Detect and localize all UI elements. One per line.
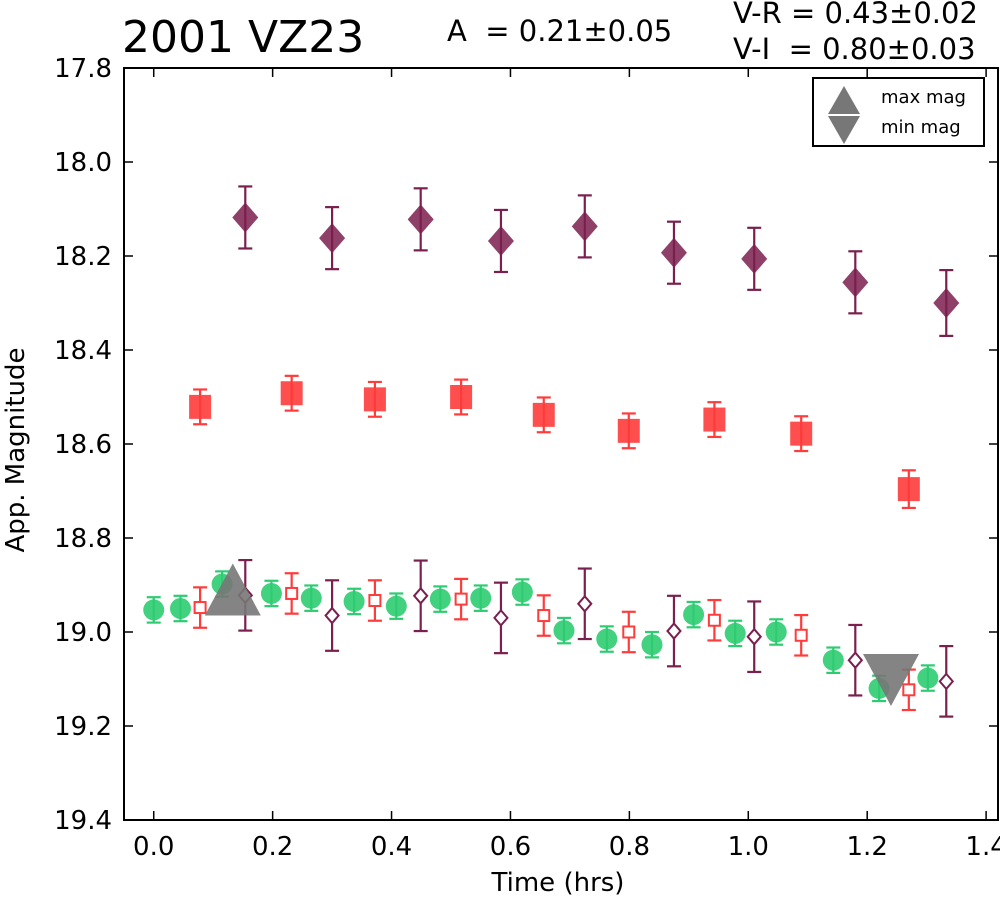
legend-label-max: max mag (881, 87, 966, 108)
data-point (794, 628, 808, 642)
data-point (454, 592, 468, 606)
color-index-vi: V-I = 0.80±0.03 (733, 32, 976, 66)
data-point (741, 243, 768, 274)
data-point (143, 599, 165, 621)
data-point (280, 381, 303, 406)
data-point (470, 587, 492, 609)
data-point (429, 588, 451, 610)
triangle-down-icon (828, 116, 860, 144)
color-index-vr: V-R = 0.43±0.02 (733, 0, 978, 30)
x-tick-label: 1.4 (965, 832, 1000, 862)
data-point (596, 628, 618, 650)
data-point (493, 608, 509, 627)
data-point (385, 595, 407, 617)
y-tick-label: 19.0 (54, 618, 112, 648)
data-point (319, 223, 346, 254)
data-point (683, 604, 705, 626)
data-point (324, 606, 340, 625)
data-point (902, 683, 916, 697)
data-point (571, 211, 598, 242)
x-tick-label: 0.8 (609, 832, 650, 862)
data-point (660, 237, 687, 268)
x-axis-label: Time (hrs) (491, 868, 625, 898)
plot-frame (123, 67, 999, 821)
data-point (363, 387, 386, 412)
legend: max mag min mag (812, 77, 985, 147)
data-point (368, 594, 382, 608)
data-point (169, 598, 191, 619)
data-point (193, 601, 207, 615)
data-point (765, 621, 787, 643)
data-point (412, 586, 429, 605)
data-point (822, 649, 844, 671)
max-mag-marker (204, 563, 261, 616)
x-tick-label: 1.0 (728, 832, 769, 862)
y-axis-label: App. Magnitude (1, 347, 31, 553)
data-point (622, 625, 636, 639)
data-point (343, 590, 365, 612)
x-tick-label: 0.6 (490, 832, 531, 862)
legend-entry-max: max mag (814, 83, 983, 114)
y-tick-label: 18.8 (54, 524, 112, 554)
data-point (532, 402, 555, 427)
x-tick-label: 0.2 (252, 832, 293, 862)
y-tick-label: 19.4 (54, 806, 112, 836)
data-point (260, 582, 282, 604)
data-point (933, 288, 960, 318)
y-tick-label: 18.6 (54, 430, 112, 460)
data-point (724, 622, 746, 644)
data-point (641, 634, 663, 656)
y-tick-label: 18.0 (54, 148, 112, 178)
x-tick-label: 0.4 (371, 832, 412, 862)
data-point (576, 594, 593, 613)
data-point (407, 204, 434, 235)
x-tick-label: 0.0 (133, 832, 174, 862)
y-tick-label: 18.4 (54, 336, 112, 366)
triangle-up-icon (828, 86, 860, 114)
data-point (189, 394, 212, 419)
data-point (511, 581, 533, 603)
data-point (285, 586, 299, 600)
y-tick-label: 18.2 (54, 242, 112, 272)
y-tick-label: 19.2 (54, 712, 112, 742)
data-point (487, 225, 514, 256)
data-point (232, 202, 259, 233)
data-point (917, 667, 939, 689)
data-point (666, 622, 682, 641)
data-point (450, 385, 473, 409)
data-point (703, 407, 726, 432)
data-point (746, 627, 763, 646)
min-mag-marker (862, 654, 919, 706)
y-tick-label: 17.8 (54, 54, 112, 84)
data-point (300, 587, 322, 609)
data-point (938, 672, 955, 691)
data-point (707, 613, 721, 627)
data-point (842, 267, 869, 298)
x-tick-label: 1.2 (847, 832, 888, 862)
data-point (553, 620, 575, 642)
amplitude-label: A = 0.21±0.05 (447, 14, 673, 48)
legend-label-min: min mag (881, 117, 961, 138)
chart-title: 2001 VZ23 (122, 12, 365, 63)
data-point (847, 651, 864, 670)
legend-entry-min: min mag (814, 113, 983, 144)
data-point (897, 477, 920, 502)
data-point (537, 609, 551, 623)
data-point (790, 421, 813, 446)
data-point (617, 418, 640, 443)
